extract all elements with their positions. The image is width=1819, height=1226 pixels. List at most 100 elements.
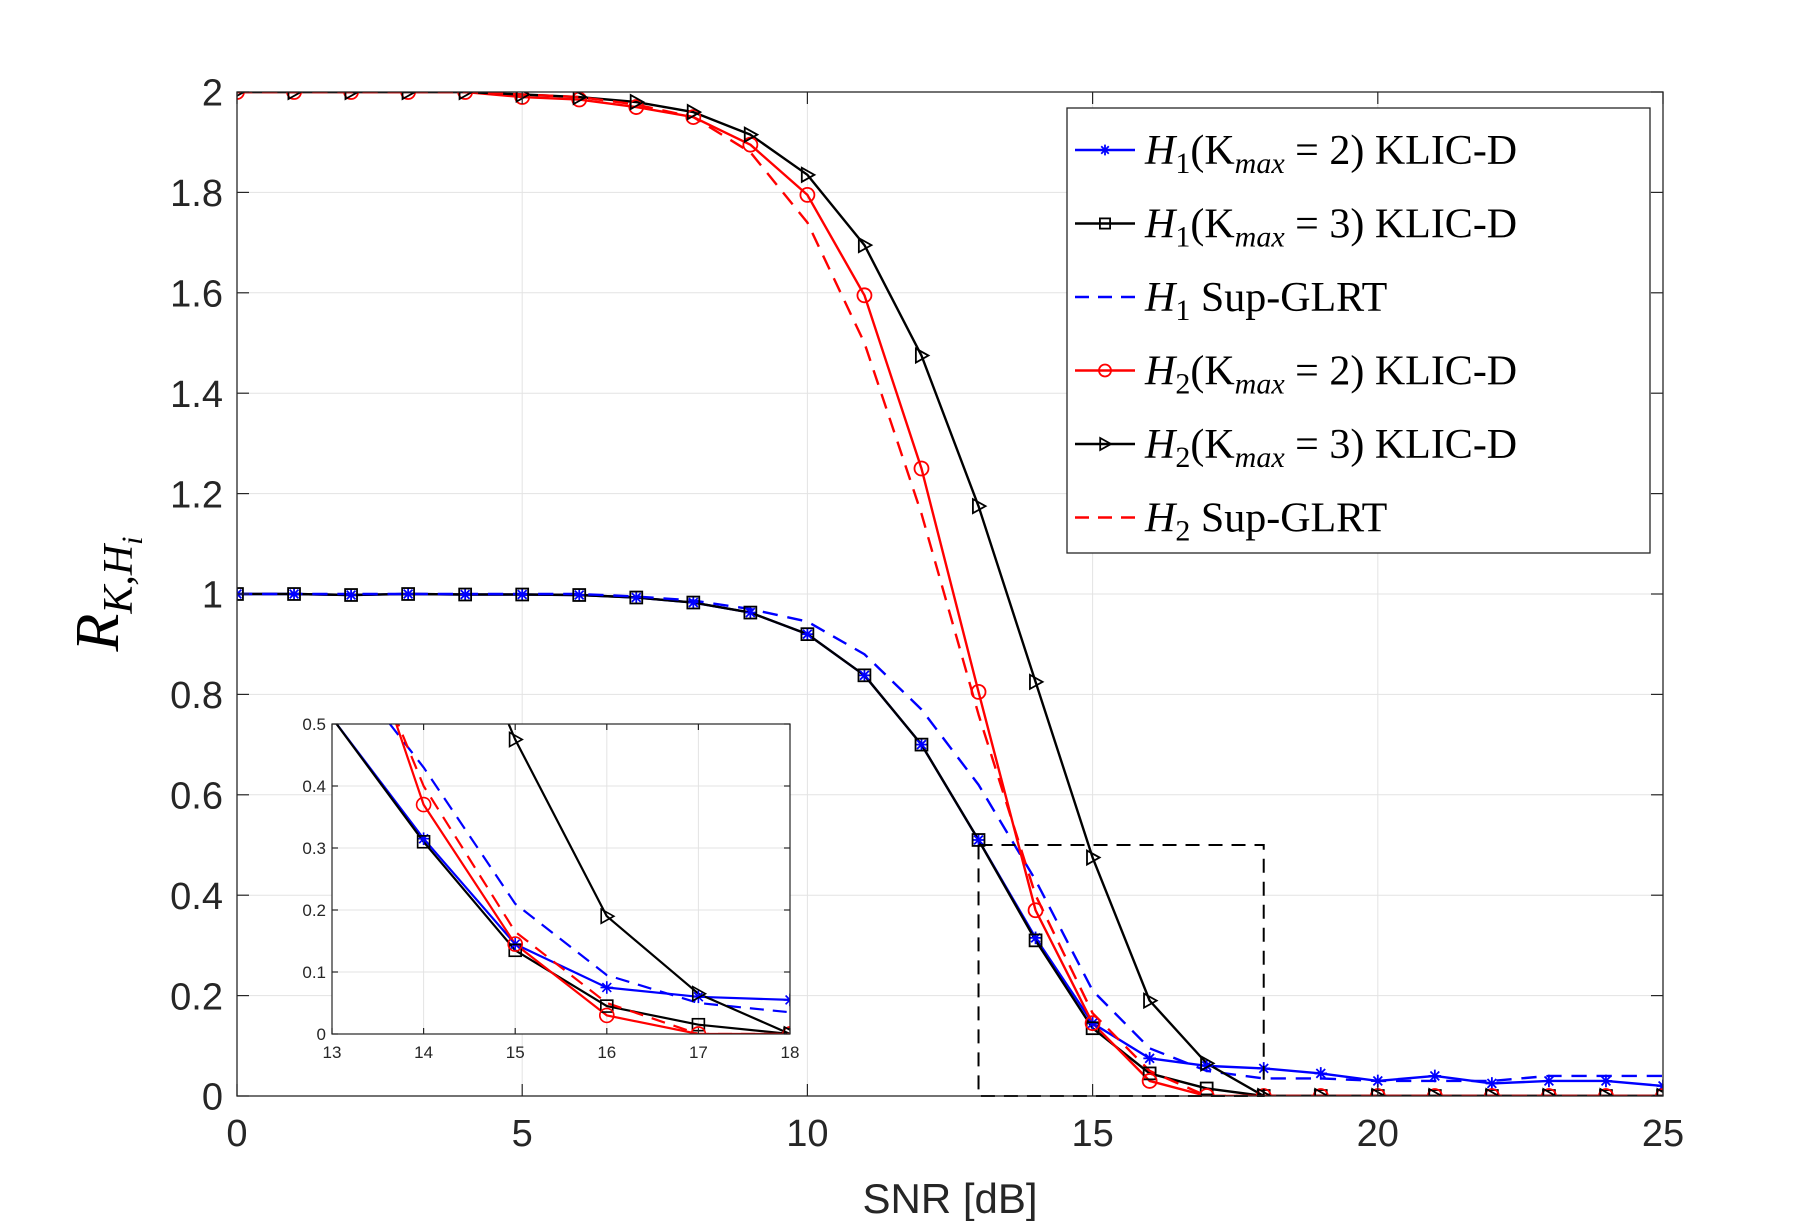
inset-x-tick-label: 17 [689, 1043, 708, 1062]
legend-box [1066, 107, 1651, 554]
main-series-1-marker [458, 587, 473, 602]
inset-x-tick-label: 13 [323, 1043, 342, 1062]
legend-label: H1(Kmax = 2) KLIC-D [1144, 128, 1517, 180]
inset-x-tick-label: 14 [414, 1043, 433, 1062]
main-x-tick-label: 15 [1071, 1113, 1113, 1155]
main-series-0-marker [1599, 1074, 1613, 1088]
inset-x-tick-label: 15 [506, 1043, 525, 1062]
legend-item: H1(Kmax = 3) KLIC-D [1075, 202, 1517, 254]
main-series-1-marker [1427, 1089, 1442, 1096]
legend-label-rest: Sup-GLRT [1190, 275, 1387, 321]
main-series-1-marker [686, 595, 701, 610]
main-series-0-marker [458, 588, 472, 601]
main-series-1-marker [743, 605, 758, 620]
main-series-3-marker [457, 92, 474, 100]
main-series-1-marker [1599, 1089, 1613, 1096]
inset-series-4-marker [508, 731, 524, 748]
inset-series-4-marker [691, 985, 708, 1003]
inset-series-3-marker [598, 1007, 615, 1024]
main-y-tick-label: 1.6 [170, 273, 223, 315]
main-series-0-marker [1428, 1069, 1442, 1083]
legend-label-main: H [1144, 202, 1178, 248]
main-y-tick-label: 1.2 [170, 474, 223, 516]
legend-item: H1 Sup-GLRT [1075, 275, 1387, 327]
svg-text:RK,Hi: RK,Hi [64, 536, 149, 652]
main-series-4-marker [743, 126, 760, 144]
main-series-0-marker [915, 738, 928, 751]
legend-label-sub: 1 [1175, 147, 1190, 180]
inset-series-3-marker [415, 796, 432, 813]
main-series-1-marker [1542, 1089, 1556, 1096]
main-series-4-marker [572, 92, 589, 106]
main-y-tick-label: 2 [202, 73, 223, 115]
main-series-3-marker [628, 99, 645, 115]
legend-label-sub: 2 [1175, 368, 1190, 401]
main-series-4-marker [972, 497, 988, 515]
inset-axes-frame [331, 723, 791, 1035]
main-x-tick-label: 25 [1642, 1113, 1684, 1155]
inset-y-tick-label: 0.2 [302, 901, 326, 920]
main-series-4-marker [1542, 1087, 1558, 1096]
main-series-3-marker [514, 92, 531, 105]
inset-y-tick-label: 0.1 [302, 963, 326, 982]
main-series-4-marker [1029, 673, 1045, 691]
main-series-0-marker [1143, 1052, 1156, 1065]
inset-series-1-marker [416, 835, 431, 849]
legend-label-sub2: max [1235, 147, 1286, 180]
main-series-1-marker [1313, 1089, 1328, 1096]
legend-label: H1(Kmax = 3) KLIC-D [1144, 202, 1517, 254]
legend-label-rest: (K [1190, 422, 1234, 468]
main-series-1-marker [572, 588, 587, 602]
legend-label-rest: Sup-GLRT [1190, 496, 1387, 542]
main-series-4-marker [1143, 992, 1159, 1010]
inset-tick-labels: 13 14 15 16 17 18 0 0.1 0.2 0.3 0.4 0.5 [302, 715, 799, 1062]
main-series-1-marker [344, 588, 358, 602]
legend-label: H2 Sup-GLRT [1144, 496, 1387, 548]
legend-label-main: H [1144, 422, 1178, 468]
inset-y-tick-label: 0.4 [302, 777, 326, 796]
legend-label-rest: (K [1190, 202, 1234, 248]
main-series-4-marker [1599, 1087, 1615, 1096]
main-series-4-marker [344, 92, 360, 101]
legend-label-main: H [1144, 275, 1178, 321]
main-series-3-marker [286, 92, 302, 100]
main-series-1-marker [515, 587, 530, 602]
inset-series-3-marker [507, 936, 524, 952]
legend-marker [1098, 363, 1112, 378]
main-series-3-marker [856, 287, 873, 304]
main-y-tick-label: 1 [202, 575, 223, 617]
main-series-4-marker [800, 166, 817, 184]
legend-label-sub: 2 [1175, 515, 1190, 548]
inset-series-1-marker [508, 943, 522, 958]
legend-label-sub: 1 [1175, 221, 1190, 254]
main-series-0-marker [344, 588, 358, 602]
y-axis-label-main: R [64, 614, 132, 653]
legend-item: H2(Kmax = 3) KLIC-D [1075, 422, 1517, 474]
main-series-4-marker [458, 92, 475, 101]
legend-label-sub: 1 [1175, 294, 1190, 327]
main-series-4-marker [1200, 1054, 1216, 1072]
inset-series-1-marker [600, 999, 614, 1013]
main-series-3-marker [1141, 1073, 1158, 1089]
main-series-0-marker [515, 588, 529, 601]
main-series-1-marker [1485, 1089, 1499, 1096]
inset-series-3-marker [690, 1026, 707, 1034]
main-series-4-marker [1314, 1087, 1330, 1096]
main-series-0-marker [687, 596, 700, 609]
main-series-3-marker [1312, 1088, 1329, 1096]
main-series-0-marker [287, 587, 301, 601]
main-series-3-marker [400, 92, 417, 100]
legend-label: H1 Sup-GLRT [1144, 275, 1387, 327]
legend-item: H2(Kmax = 2) KLIC-D [1075, 349, 1517, 401]
main-series-0-marker [1485, 1077, 1499, 1090]
legend-label-rest: (K [1190, 128, 1234, 174]
main-series-4-marker [1086, 849, 1102, 867]
legend-label-sub2: max [1235, 368, 1286, 401]
y-axis-label-sub: K,H [96, 542, 142, 615]
main-y-tick-label: 0 [202, 1077, 223, 1119]
y-axis-label-subsub: i [116, 536, 149, 544]
main-series-1-marker [1142, 1066, 1157, 1081]
main-x-tick-label: 10 [786, 1113, 828, 1155]
